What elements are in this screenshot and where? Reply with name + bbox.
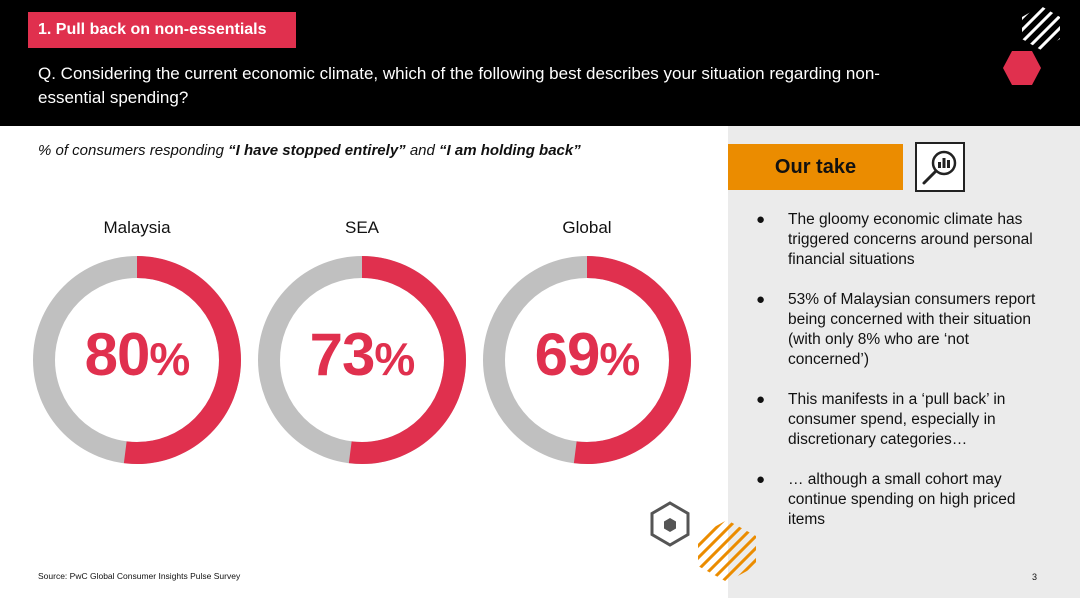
section-tag: 1. Pull back on non-essentials <box>28 12 296 48</box>
donut-value-label: 80% <box>27 320 247 394</box>
donut-malaysia: Malaysia 80% <box>27 214 247 474</box>
page-number: 3 <box>1032 572 1038 582</box>
donut-global: Global 69% <box>477 214 697 474</box>
bullet-text: 53% of Malaysian consumers report being … <box>788 291 1036 368</box>
take-bullet-item: ● This manifests in a ‘pull back’ in cons… <box>756 390 1046 450</box>
donut-category-label: SEA <box>344 218 380 237</box>
bullet-dot: ● <box>756 471 766 488</box>
donut-value-unit: % <box>149 333 190 385</box>
donut-value-unit: % <box>599 333 640 385</box>
donut-value-arc <box>483 256 691 464</box>
donut-sea: SEA 73% <box>252 214 472 474</box>
donut-ring <box>483 256 691 464</box>
survey-question: Q. Considering the current economic clim… <box>38 64 880 107</box>
bullet-text: The gloomy economic climate has triggere… <box>788 211 1033 268</box>
header-bar: 1. Pull back on non-essentials Q. Consid… <box>0 0 1080 126</box>
magnifier-chart-icon <box>915 142 965 192</box>
bullet-text: … although a small cohort may continue s… <box>788 471 1016 528</box>
take-bullet-item: ● 53% of Malaysian consumers report being… <box>756 290 1046 370</box>
donut-value-number: 69 <box>534 321 601 388</box>
donut-value-arc <box>33 256 241 464</box>
take-bullet-item: ● … although a small cohort may continue … <box>756 470 1046 530</box>
source-note: Source: PwC Global Consumer Insights Pul… <box>38 571 241 581</box>
donut-ring <box>33 256 241 464</box>
bullet-dot: ● <box>756 391 766 408</box>
striped-hexagon-logo-icon <box>1022 6 1060 50</box>
bullet-dot: ● <box>756 211 766 228</box>
orange-striped-hexagon-icon <box>698 520 756 582</box>
donut-value-arc <box>258 256 466 464</box>
take-bullets: ● The gloomy economic climate has trigger… <box>756 210 1046 550</box>
donut-value-unit: % <box>374 333 415 385</box>
bullet-text: This manifests in a ‘pull back’ in consu… <box>788 391 1006 448</box>
our-take-label: Our take <box>728 144 903 190</box>
take-bullet-item: ● The gloomy economic climate has trigger… <box>756 210 1046 270</box>
donut-ring <box>258 256 466 464</box>
donut-value-number: 80 <box>84 321 151 388</box>
bullet-dot: ● <box>756 291 766 308</box>
chart-subtitle: % of consumers responding “I have stoppe… <box>38 142 581 159</box>
donut-category-label: Global <box>562 218 612 237</box>
right-panel <box>728 126 1080 598</box>
donut-value-number: 73 <box>309 321 376 388</box>
hexagon-outline-icon <box>650 501 690 547</box>
donut-value-label: 69% <box>477 320 697 394</box>
red-hexagon-icon <box>1003 51 1041 85</box>
donut-value-label: 73% <box>252 320 472 394</box>
donut-category-label: Malaysia <box>103 218 171 237</box>
